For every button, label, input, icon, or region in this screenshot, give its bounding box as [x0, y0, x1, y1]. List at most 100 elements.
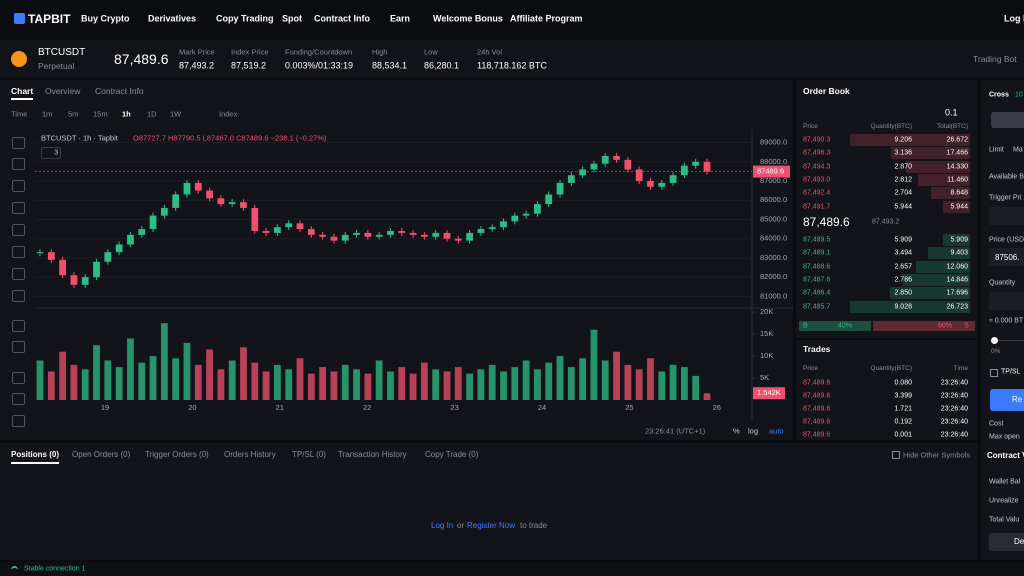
- nav-item[interactable]: Welcome Bonus: [433, 13, 503, 24]
- positions-tab[interactable]: Positions (0): [11, 450, 60, 459]
- signal-icon: [11, 566, 18, 574]
- candle: [70, 275, 78, 285]
- order-book-panel: [796, 80, 978, 338]
- volume-bar: [149, 356, 157, 400]
- interval[interactable]: 1W: [170, 109, 182, 119]
- depth-bar: [849, 300, 970, 313]
- candle: [680, 165, 688, 176]
- form-leverage[interactable]: 10: [1015, 91, 1023, 99]
- volume-bar: [432, 369, 440, 400]
- chart-tab[interactable]: Contract Info: [95, 85, 144, 96]
- trade-time: 23:26:40: [940, 405, 968, 413]
- volume-bar: [703, 393, 711, 400]
- tool-icon: [12, 341, 25, 353]
- interval[interactable]: 1h: [122, 109, 131, 119]
- volume-bar: [341, 364, 349, 400]
- depth-bar: [849, 134, 970, 146]
- candle: [398, 231, 406, 233]
- positions-tab[interactable]: Open Orders (0): [72, 450, 131, 459]
- ob-qty: 3.494: [894, 249, 912, 257]
- candle: [488, 227, 496, 230]
- candle: [319, 234, 327, 237]
- candle: [251, 207, 259, 231]
- nav-item[interactable]: Copy Trading: [216, 13, 274, 24]
- y-tick-label: 85000.0: [760, 214, 787, 223]
- register-link[interactable]: Register Now: [467, 521, 516, 530]
- y-tick-label: 84000.0: [760, 234, 787, 243]
- y-tick-label: 87000.0: [760, 176, 787, 185]
- volume-bar: [613, 351, 620, 400]
- ob-total: 26.672: [946, 136, 968, 144]
- ob-price: 87,486.4: [803, 289, 831, 297]
- trading-bot[interactable]: Trading Bot: [973, 53, 1017, 64]
- volume-bar: [466, 373, 473, 400]
- candle: [387, 231, 394, 235]
- nav-item[interactable]: Contract Info: [314, 13, 370, 24]
- chart-tab[interactable]: Chart: [11, 85, 34, 96]
- form-deposit[interactable]: De: [1014, 537, 1024, 546]
- positions-tab[interactable]: Trigger Orders (0): [145, 450, 209, 459]
- interval[interactable]: 15m: [93, 109, 108, 119]
- form-market[interactable]: Ma: [1013, 146, 1023, 154]
- form-button[interactable]: Re: [1012, 395, 1023, 404]
- chart-tab[interactable]: Overview: [45, 85, 81, 96]
- nav-item[interactable]: Affiliate Program: [510, 13, 583, 24]
- depth-step[interactable]: 0.1: [945, 107, 958, 118]
- volume-bar: [658, 371, 666, 400]
- form-limit[interactable]: Limit: [989, 146, 1004, 154]
- positions-tab[interactable]: Transaction History: [338, 450, 407, 459]
- positions-tab[interactable]: Copy Trade (0): [425, 450, 479, 459]
- form-available: Available B: [989, 173, 1024, 181]
- stat-label: 24h Vol: [477, 47, 503, 57]
- nav-item[interactable]: Spot: [282, 13, 302, 24]
- volume-bar: [420, 362, 428, 400]
- interval[interactable]: 1D: [147, 109, 157, 119]
- slider-knob: [991, 337, 998, 344]
- or-text: or: [457, 521, 465, 530]
- tool-icon: [12, 202, 25, 214]
- candle: [613, 156, 620, 160]
- volume-tick-label: 15K: [760, 329, 773, 338]
- candle: [138, 229, 146, 235]
- sell-ratio-bar: [873, 321, 975, 331]
- y-tick-label: 82000.0: [760, 272, 787, 281]
- volume-bar: [115, 367, 123, 400]
- positions-tab[interactable]: Orders History: [224, 450, 276, 459]
- login-link[interactable]: Log In: [431, 521, 454, 530]
- trade-price: 87,489.6: [803, 392, 831, 400]
- tool-icon: [12, 158, 25, 170]
- form-tpsl[interactable]: TP/SL: [1001, 368, 1021, 376]
- volume-bar: [228, 360, 236, 400]
- interval[interactable]: Index: [219, 109, 238, 119]
- form-price: 87506.: [995, 253, 1020, 262]
- depth-bar: [927, 247, 970, 260]
- nav-item[interactable]: Buy Crypto: [81, 13, 130, 24]
- stat-value: 87,519.2: [231, 60, 267, 71]
- candle: [579, 169, 587, 176]
- volume-bar: [307, 373, 315, 400]
- auto-toggle[interactable]: auto: [769, 426, 784, 436]
- sell-tag: S: [964, 322, 969, 330]
- volume-bar: [47, 371, 55, 400]
- depth-bar: [918, 173, 970, 186]
- pct-toggle[interactable]: %: [733, 426, 740, 436]
- interval[interactable]: 5m: [68, 109, 79, 119]
- ob-qty: 2.870: [894, 163, 912, 171]
- nav-item[interactable]: Derivatives: [148, 13, 197, 24]
- candle: [285, 223, 293, 228]
- hide-symbols[interactable]: Hide Other Symbols: [903, 450, 971, 460]
- log-toggle[interactable]: log: [748, 426, 759, 436]
- y-tick-label: 83000.0: [760, 253, 787, 262]
- ob-total: 14.330: [946, 163, 968, 171]
- logo: TAPBIT: [28, 12, 71, 26]
- trade-price: 87,489.6: [803, 431, 831, 439]
- form-mode[interactable]: Cross: [989, 91, 1009, 99]
- indicator-count: 3: [54, 147, 59, 157]
- interval[interactable]: 1m: [42, 109, 53, 119]
- login-link[interactable]: Log In: [1004, 13, 1024, 24]
- positions-tab[interactable]: TP/SL (0): [292, 450, 326, 459]
- slider-track: [998, 340, 1024, 341]
- interval[interactable]: Time: [11, 109, 28, 119]
- candle: [420, 234, 428, 237]
- nav-item[interactable]: Earn: [390, 13, 411, 24]
